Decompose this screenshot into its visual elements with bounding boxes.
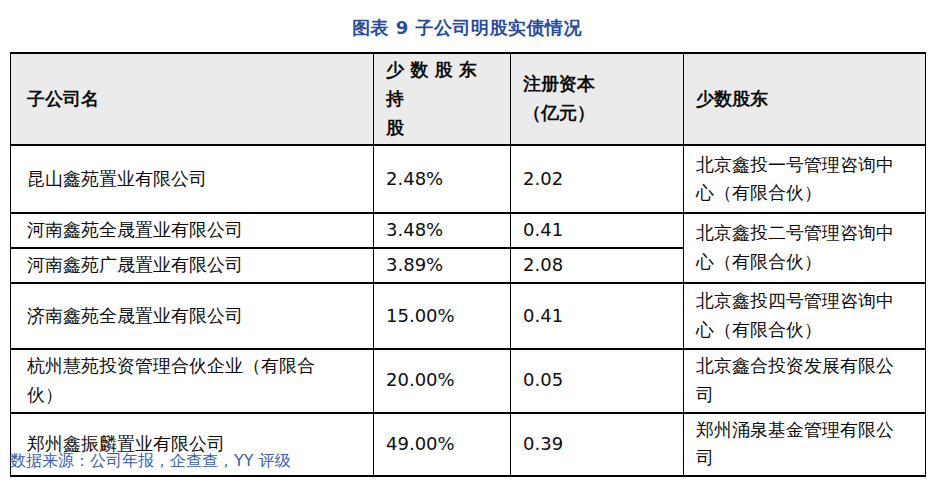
cell-subsidiary-name: 昆山鑫苑置业有限公司 — [11, 145, 374, 213]
cell-registered-capital: 0.41 — [511, 283, 684, 349]
column-header-minority-shareholder: 少数股东 — [684, 53, 926, 145]
column-header-subsidiary-name: 子公司名 — [11, 53, 374, 145]
column-header-minority-stake: 少 数 股 东 持 股 — [374, 53, 511, 145]
cell-subsidiary-name: 河南鑫苑全晟置业有限公司 — [11, 213, 374, 248]
table-header-row: 子公司名 少 数 股 东 持 股 注册资本 （亿元） 少数股东 — [11, 53, 926, 145]
data-source-note: 数据来源：公司年报，企查查，YY 评级 — [10, 451, 291, 472]
figure-title: 图表 9 子公司明股实债情况 — [0, 16, 934, 40]
table-row: 杭州慧苑投资管理合伙企业（有限合 伙） 20.00% 0.05 北京鑫合投资发展… — [11, 349, 926, 413]
cell-minority-stake: 3.89% — [374, 248, 511, 283]
cell-registered-capital: 2.02 — [511, 145, 684, 213]
cell-subsidiary-name: 河南鑫苑广晟置业有限公司 — [11, 248, 374, 283]
cell-minority-shareholder: 北京鑫合投资发展有限公 司 — [684, 349, 926, 413]
table-row: 昆山鑫苑置业有限公司 2.48% 2.02 北京鑫投一号管理咨询中 心（有限合伙… — [11, 145, 926, 213]
cell-minority-stake: 20.00% — [374, 349, 511, 413]
cell-subsidiary-name: 济南鑫苑全晟置业有限公司 — [11, 283, 374, 349]
cell-registered-capital: 0.05 — [511, 349, 684, 413]
cell-subsidiary-name: 杭州慧苑投资管理合伙企业（有限合 伙） — [11, 349, 374, 413]
cell-minority-shareholder: 郑州涌泉基金管理有限公 司 — [684, 413, 926, 477]
cell-minority-shareholder-merged: 北京鑫投二号管理咨询中 心（有限合伙） — [684, 213, 926, 283]
subsidiary-table: 子公司名 少 数 股 东 持 股 注册资本 （亿元） 少数股东 昆山鑫苑置业有限… — [10, 52, 926, 477]
cell-minority-stake: 15.00% — [374, 283, 511, 349]
cell-minority-shareholder: 北京鑫投一号管理咨询中 心（有限合伙） — [684, 145, 926, 213]
cell-minority-shareholder: 北京鑫投四号管理咨询中 心（有限合伙） — [684, 283, 926, 349]
column-header-registered-capital: 注册资本 （亿元） — [511, 53, 684, 145]
report-page: 图表 9 子公司明股实债情况 子公司名 少 数 股 东 持 股 注册资本 （亿元… — [0, 0, 934, 485]
cell-minority-stake: 49.00% — [374, 413, 511, 477]
cell-minority-stake: 3.48% — [374, 213, 511, 248]
cell-minority-stake: 2.48% — [374, 145, 511, 213]
cell-registered-capital: 2.08 — [511, 248, 684, 283]
table-row: 济南鑫苑全晟置业有限公司 15.00% 0.41 北京鑫投四号管理咨询中 心（有… — [11, 283, 926, 349]
cell-registered-capital: 0.39 — [511, 413, 684, 477]
table-row: 河南鑫苑全晟置业有限公司 3.48% 0.41 北京鑫投二号管理咨询中 心（有限… — [11, 213, 926, 248]
cell-registered-capital: 0.41 — [511, 213, 684, 248]
